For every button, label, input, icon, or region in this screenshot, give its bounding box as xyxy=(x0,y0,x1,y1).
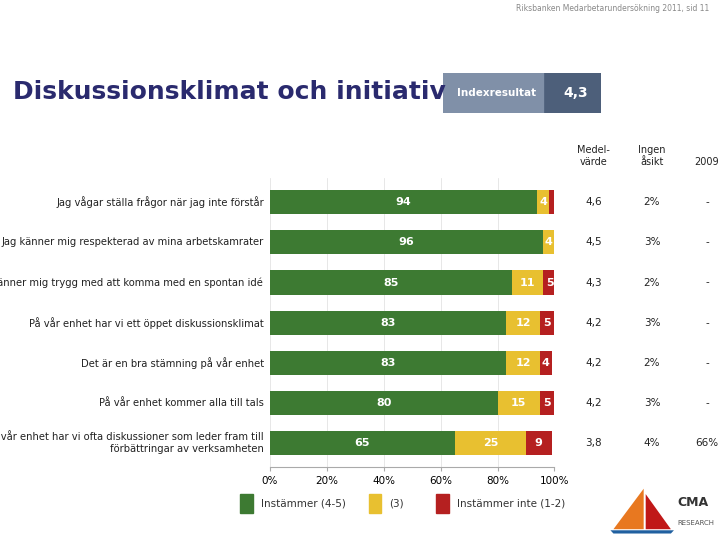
Bar xyxy=(369,495,382,513)
Text: -: - xyxy=(705,398,709,408)
Text: 4,3: 4,3 xyxy=(564,86,588,100)
Text: 2%: 2% xyxy=(644,358,660,368)
Text: På vår enhet har vi ofta diskussioner som leder fram till
förbättringar av verks: På vår enhet har vi ofta diskussioner so… xyxy=(0,432,264,454)
Text: -: - xyxy=(705,318,709,328)
Bar xyxy=(506,310,540,335)
Bar xyxy=(270,351,506,375)
Text: På vår enhet kommer alla till tals: På vår enhet kommer alla till tals xyxy=(99,398,264,408)
Text: 12: 12 xyxy=(516,318,531,328)
Bar xyxy=(270,190,537,214)
Bar xyxy=(270,391,498,415)
Polygon shape xyxy=(613,489,644,529)
Text: (3): (3) xyxy=(390,499,404,509)
Text: -: - xyxy=(705,358,709,368)
Bar xyxy=(540,351,552,375)
Text: 80: 80 xyxy=(376,398,392,408)
Text: -: - xyxy=(705,238,709,247)
Text: 2%: 2% xyxy=(644,197,660,207)
Text: 65: 65 xyxy=(355,438,370,448)
Text: 4,5: 4,5 xyxy=(585,238,602,247)
Text: 5: 5 xyxy=(544,318,551,328)
Polygon shape xyxy=(611,530,674,534)
Text: 3,8: 3,8 xyxy=(585,438,602,448)
Text: 4,3: 4,3 xyxy=(585,278,602,287)
Text: -: - xyxy=(705,197,709,207)
Text: 5: 5 xyxy=(546,278,554,287)
Text: 12: 12 xyxy=(516,358,531,368)
Text: -: - xyxy=(705,278,709,287)
Text: 3%: 3% xyxy=(644,238,660,247)
Text: Medel-
värde: Medel- värde xyxy=(577,145,610,167)
Text: 2%: 2% xyxy=(644,278,660,287)
Text: 3%: 3% xyxy=(644,318,660,328)
Text: 4: 4 xyxy=(539,197,547,207)
Bar xyxy=(270,310,506,335)
FancyBboxPatch shape xyxy=(433,70,560,116)
Bar xyxy=(549,190,554,214)
FancyBboxPatch shape xyxy=(544,71,608,115)
Text: RESEARCH: RESEARCH xyxy=(677,519,714,526)
Bar xyxy=(498,391,540,415)
Bar xyxy=(540,391,554,415)
Text: 85: 85 xyxy=(383,278,399,287)
Bar xyxy=(270,231,543,254)
Bar xyxy=(512,271,543,294)
Text: Jag känner mig respekterad av mina arbetskamrater: Jag känner mig respekterad av mina arbet… xyxy=(1,238,264,247)
Bar xyxy=(526,431,552,455)
Bar xyxy=(506,351,540,375)
Text: 94: 94 xyxy=(396,197,412,207)
Text: 4,2: 4,2 xyxy=(585,398,602,408)
Bar xyxy=(270,431,455,455)
Text: 83: 83 xyxy=(380,358,396,368)
Bar xyxy=(540,310,554,335)
Text: 25: 25 xyxy=(482,438,498,448)
Text: 96: 96 xyxy=(399,238,415,247)
Text: 4: 4 xyxy=(545,238,553,247)
Text: 4: 4 xyxy=(542,358,550,368)
Bar xyxy=(543,271,557,294)
Text: Jag känner mig trygg med att komma med en spontan idé: Jag känner mig trygg med att komma med e… xyxy=(0,277,264,288)
Text: 4,2: 4,2 xyxy=(585,318,602,328)
Bar xyxy=(537,190,549,214)
Bar xyxy=(543,231,554,254)
Text: 66%: 66% xyxy=(696,438,719,448)
Text: 5: 5 xyxy=(544,398,551,408)
Bar xyxy=(240,495,253,513)
Polygon shape xyxy=(646,494,671,529)
Text: Indexresultat: Indexresultat xyxy=(457,88,536,98)
Bar xyxy=(270,271,512,294)
Text: 4,6: 4,6 xyxy=(585,197,602,207)
Text: På vår enhet har vi ett öppet diskussionsklimat: På vår enhet har vi ett öppet diskussion… xyxy=(29,316,264,329)
Bar xyxy=(436,495,449,513)
Text: 15: 15 xyxy=(511,398,526,408)
Text: Riksbanken Medarbetarundersökning 2011, sid 11: Riksbanken Medarbetarundersökning 2011, … xyxy=(516,4,709,14)
Bar xyxy=(455,431,526,455)
Text: 3%: 3% xyxy=(644,398,660,408)
Text: 4,2: 4,2 xyxy=(585,358,602,368)
Text: Ingen
åsikt: Ingen åsikt xyxy=(638,145,666,167)
Text: Det är en bra stämning på vår enhet: Det är en bra stämning på vår enhet xyxy=(81,357,264,369)
Text: 2009: 2009 xyxy=(695,157,719,167)
Text: 9: 9 xyxy=(535,438,543,448)
Text: 83: 83 xyxy=(380,318,396,328)
Text: Jag vågar ställa frågor när jag inte förstår: Jag vågar ställa frågor när jag inte för… xyxy=(56,197,264,208)
Text: Diskussionsklimat och initiativ: Diskussionsklimat och initiativ xyxy=(13,80,446,104)
Text: Instämmer inte (1-2): Instämmer inte (1-2) xyxy=(456,499,565,509)
Text: CMA: CMA xyxy=(677,496,708,509)
Text: Instämmer (4-5): Instämmer (4-5) xyxy=(261,499,346,509)
Text: 11: 11 xyxy=(520,278,535,287)
Text: 4%: 4% xyxy=(644,438,660,448)
